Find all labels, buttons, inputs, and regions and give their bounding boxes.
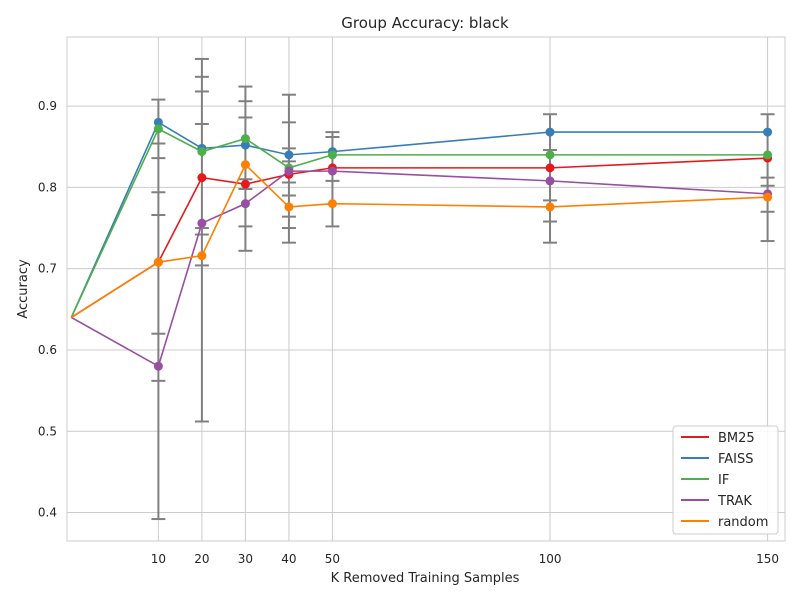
- series-line-if: [70, 127, 768, 318]
- data-point-random: [153, 257, 163, 267]
- data-point-trak: [240, 199, 250, 209]
- data-point-random: [240, 160, 250, 170]
- data-point-if: [545, 150, 555, 160]
- data-point-random: [763, 192, 773, 202]
- series-line-random: [70, 163, 768, 319]
- data-point-bm25: [240, 179, 250, 189]
- y-tick-label: 0.9: [38, 99, 57, 113]
- data-point-trak: [197, 218, 207, 228]
- plot-area: [66, 36, 786, 542]
- data-point-if: [763, 150, 773, 160]
- x-tick-label: 20: [194, 552, 209, 566]
- y-tick-labels: 0.4 0.5 0.6 0.7 0.8 0.9: [38, 99, 57, 519]
- x-tick-label: 10: [151, 552, 166, 566]
- data-point-faiss: [763, 127, 773, 137]
- legend-label-random: random: [718, 515, 768, 530]
- y-axis-label: Accuracy: [16, 259, 31, 319]
- y-tick-label: 0.6: [38, 343, 57, 357]
- data-point-bm25: [197, 173, 207, 183]
- data-point-bm25: [545, 163, 555, 173]
- x-tick-label: 30: [238, 552, 253, 566]
- data-point-if: [197, 147, 207, 157]
- y-tick-label: 0.8: [38, 180, 57, 194]
- x-tick-labels: 10 20 30 40 50 100 150: [151, 552, 779, 566]
- data-point-faiss: [240, 140, 250, 150]
- y-tick-label: 0.7: [38, 262, 57, 276]
- series-line-trak: [70, 170, 768, 368]
- x-tick-label: 150: [756, 552, 779, 566]
- legend: BM25 FAISS IF TRAK random: [672, 425, 779, 535]
- data-point-faiss: [284, 150, 294, 160]
- x-tick-label: 50: [325, 552, 340, 566]
- data-point-faiss: [545, 127, 555, 137]
- chart-title: Group Accuracy: black: [341, 14, 509, 32]
- legend-label-if: IF: [718, 473, 729, 488]
- legend-label-faiss: FAISS: [718, 452, 754, 467]
- x-tick-label: 40: [281, 552, 296, 566]
- series-points: [153, 117, 773, 371]
- x-tick-label: 100: [539, 552, 562, 566]
- data-point-trak: [327, 166, 337, 176]
- error-bars: [151, 57, 775, 521]
- data-point-random: [327, 199, 337, 209]
- x-axis-label: K Removed Training Samples: [331, 571, 520, 586]
- data-point-trak: [284, 166, 294, 176]
- data-point-if: [240, 134, 250, 144]
- y-tick-label: 0.5: [38, 424, 57, 438]
- data-point-random: [284, 202, 294, 212]
- data-point-if: [327, 150, 337, 160]
- data-point-faiss: [153, 117, 163, 127]
- data-point-random: [197, 251, 207, 261]
- series-line-bm25: [70, 157, 768, 319]
- legend-label-bm25: BM25: [718, 431, 755, 446]
- series-lines: [70, 121, 768, 368]
- data-point-trak: [153, 361, 163, 371]
- legend-label-trak: TRAK: [717, 494, 752, 509]
- series-line-faiss: [70, 121, 768, 318]
- data-point-random: [545, 202, 555, 212]
- data-point-if: [153, 124, 163, 134]
- legend-box: [672, 425, 779, 535]
- y-tick-label: 0.4: [38, 506, 57, 520]
- data-point-trak: [545, 176, 555, 186]
